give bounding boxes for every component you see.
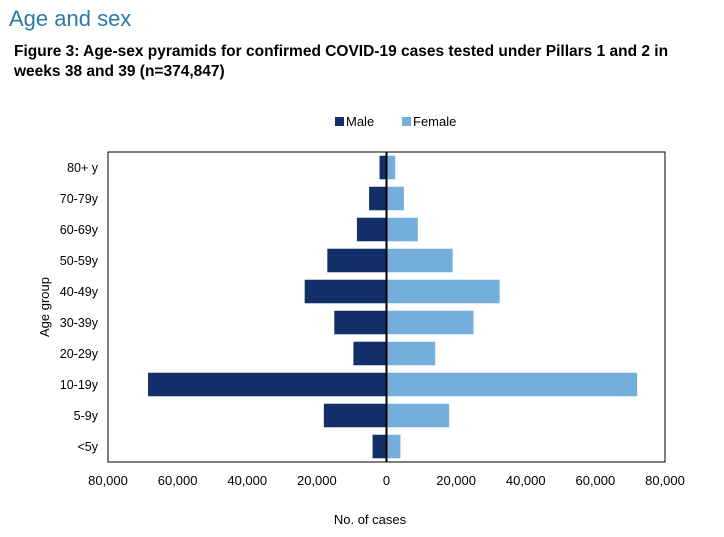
x-tick-label: 60,000 bbox=[158, 473, 198, 488]
y-category-label: 50-59y bbox=[60, 254, 99, 268]
legend-label-male: Male bbox=[346, 114, 374, 129]
bar-female-1 bbox=[386, 186, 404, 211]
section-title: Age and sex bbox=[9, 6, 132, 31]
legend-swatch-female bbox=[402, 117, 411, 126]
bar-female-3 bbox=[386, 248, 453, 273]
figure-caption: Figure 3: Age-sex pyramids for confirmed… bbox=[14, 43, 669, 80]
bar-female-9 bbox=[386, 434, 401, 459]
x-tick-label: 60,000 bbox=[575, 473, 615, 488]
bar-female-7 bbox=[386, 372, 638, 397]
bar-female-8 bbox=[386, 403, 450, 428]
bar-male-8 bbox=[323, 403, 387, 428]
bar-male-1 bbox=[369, 186, 387, 211]
bar-male-3 bbox=[327, 248, 387, 273]
bar-female-6 bbox=[386, 341, 436, 366]
x-tick-label: 40,000 bbox=[506, 473, 546, 488]
chart-legend: Male Female bbox=[335, 114, 456, 129]
x-tick-label: 40,000 bbox=[227, 473, 267, 488]
y-category-label: 80+ y bbox=[67, 161, 99, 175]
x-tick-label: 80,000 bbox=[645, 473, 685, 488]
x-tick-label: 20,000 bbox=[436, 473, 476, 488]
bar-female-0 bbox=[386, 155, 396, 180]
x-tick-label: 80,000 bbox=[88, 473, 128, 488]
x-tick-label: 20,000 bbox=[297, 473, 337, 488]
y-category-label: 5-9y bbox=[74, 409, 99, 423]
bar-male-5 bbox=[334, 310, 387, 335]
bar-male-0 bbox=[379, 155, 387, 180]
bar-male-7 bbox=[148, 372, 387, 397]
bar-female-5 bbox=[386, 310, 474, 335]
y-category-label: 40-49y bbox=[60, 285, 99, 299]
y-category-label: 70-79y bbox=[60, 192, 99, 206]
y-category-label: 20-29y bbox=[60, 347, 99, 361]
y-category-label: 30-39y bbox=[60, 316, 99, 330]
x-axis-title: No. of cases bbox=[334, 512, 407, 527]
y-axis-title: Age group bbox=[37, 277, 52, 337]
y-category-labels: 80+ y 70-79y 60-69y 50-59y 40-49y 30-39y 20-29… bbox=[60, 161, 99, 454]
x-tick-label: 0 bbox=[383, 473, 390, 488]
x-tick-labels: 80,000 60,000 40,000 20,000 0 20,000 40,000 60,… bbox=[88, 473, 685, 488]
bar-male-6 bbox=[353, 341, 387, 366]
bar-male-4 bbox=[304, 279, 387, 304]
bars-group bbox=[148, 155, 638, 459]
legend-label-female: Female bbox=[413, 114, 456, 129]
legend-swatch-male bbox=[335, 117, 344, 126]
bar-female-2 bbox=[386, 217, 418, 242]
y-category-label: 60-69y bbox=[60, 223, 99, 237]
y-category-label: <5y bbox=[77, 440, 98, 454]
bar-female-4 bbox=[386, 279, 500, 304]
bar-male-9 bbox=[372, 434, 387, 459]
bar-male-2 bbox=[356, 217, 387, 242]
y-category-label: 10-19y bbox=[60, 378, 99, 392]
